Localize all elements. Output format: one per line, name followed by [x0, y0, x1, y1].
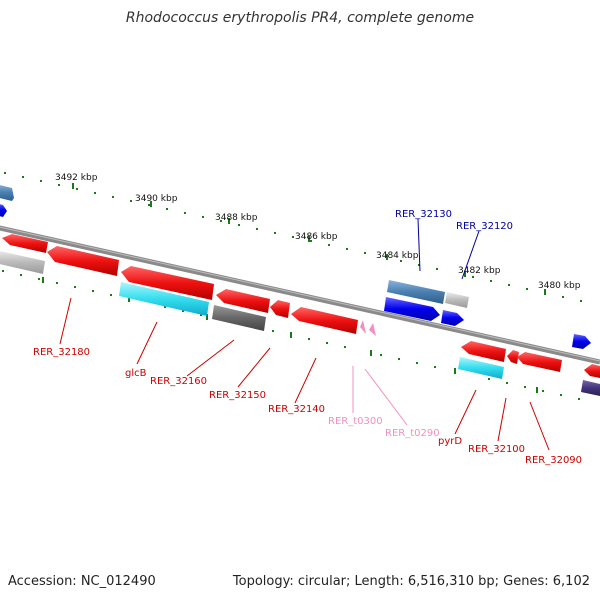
ruler-label: 3490 kbp [135, 194, 178, 204]
gene-label-rer-32130: RER_32130 [395, 209, 452, 220]
gene-feature [384, 297, 440, 321]
gene-feature [461, 341, 506, 362]
gene-feature [581, 380, 600, 396]
leader-line [461, 230, 480, 280]
ruler-label: 3482 kbp [458, 266, 501, 276]
reverse-features [0, 234, 600, 396]
gene-feature [572, 334, 591, 349]
ruler-label: 3486 kbp [295, 232, 338, 242]
ruler-labels: 3492 kbp 3490 kbp 3488 kbp 3486 kbp 3484… [55, 173, 581, 291]
leader-line [59, 297, 72, 345]
accession-text: Accession: NC_012490 [8, 574, 156, 589]
forward-features [0, 185, 591, 349]
gene-feature [216, 289, 270, 313]
gene-label-rer-32160: RER_32160 [150, 376, 207, 387]
leader-line [136, 321, 158, 365]
trna-feature [369, 323, 376, 336]
genome-backbone-highlight [0, 226, 600, 362]
gene-feature [291, 307, 358, 334]
gene-feature [270, 300, 290, 318]
gene-label-rer-32090: RER_32090 [525, 455, 582, 466]
gene-feature [445, 292, 469, 308]
gene-feature [47, 246, 119, 276]
leader-line [186, 339, 235, 377]
gene-label-rer-32120: RER_32120 [456, 221, 513, 232]
ruler-label: 3488 kbp [215, 213, 258, 223]
genome-backbone [0, 225, 600, 365]
gene-labels: RER_32180 glcB RER_32160 RER_32150 RER_3… [33, 209, 582, 466]
gene-feature [584, 364, 600, 378]
leader-line [497, 397, 507, 442]
leader-line [364, 368, 408, 426]
gene-feature [119, 282, 209, 316]
leader-line [417, 218, 421, 272]
outer-ruler [4, 172, 582, 302]
gene-feature [507, 350, 519, 364]
trna-feature [360, 320, 366, 334]
gene-feature [2, 234, 48, 253]
gene-label-rer-32150: RER_32150 [209, 390, 266, 401]
gene-label-pyrd: pyrD [438, 436, 462, 447]
gene-feature [387, 280, 445, 304]
gene-feature [0, 251, 45, 274]
gene-feature [0, 185, 14, 201]
genome-summary-text: Topology: circular; Length: 6,516,310 bp… [232, 574, 590, 589]
leader-line [237, 347, 271, 388]
map-title: Rhodococcus erythropolis PR4, complete g… [125, 10, 475, 26]
ruler-label: 3484 kbp [376, 251, 419, 261]
gene-label-rer-t0300: RER_t0300 [328, 416, 383, 427]
gene-feature [441, 310, 464, 326]
gene-feature [0, 204, 7, 217]
gene-label-rer-32180: RER_32180 [33, 347, 90, 358]
label-leaders [59, 218, 550, 451]
gene-feature [121, 266, 214, 300]
inner-ruler [2, 270, 580, 400]
gene-label-rer-t0290: RER_t0290 [385, 428, 440, 439]
leader-line [454, 389, 477, 435]
gene-feature [517, 352, 562, 372]
gene-label-rer-32140: RER_32140 [268, 404, 325, 415]
gene-feature [212, 305, 266, 331]
leader-line [529, 401, 550, 451]
ruler-label: 3480 kbp [538, 281, 581, 291]
ruler-label: 3492 kbp [55, 173, 98, 183]
gene-label-glcb: glcB [125, 368, 147, 379]
leader-line [294, 357, 317, 404]
gene-label-rer-32100: RER_32100 [468, 444, 525, 455]
gene-feature [458, 357, 504, 379]
